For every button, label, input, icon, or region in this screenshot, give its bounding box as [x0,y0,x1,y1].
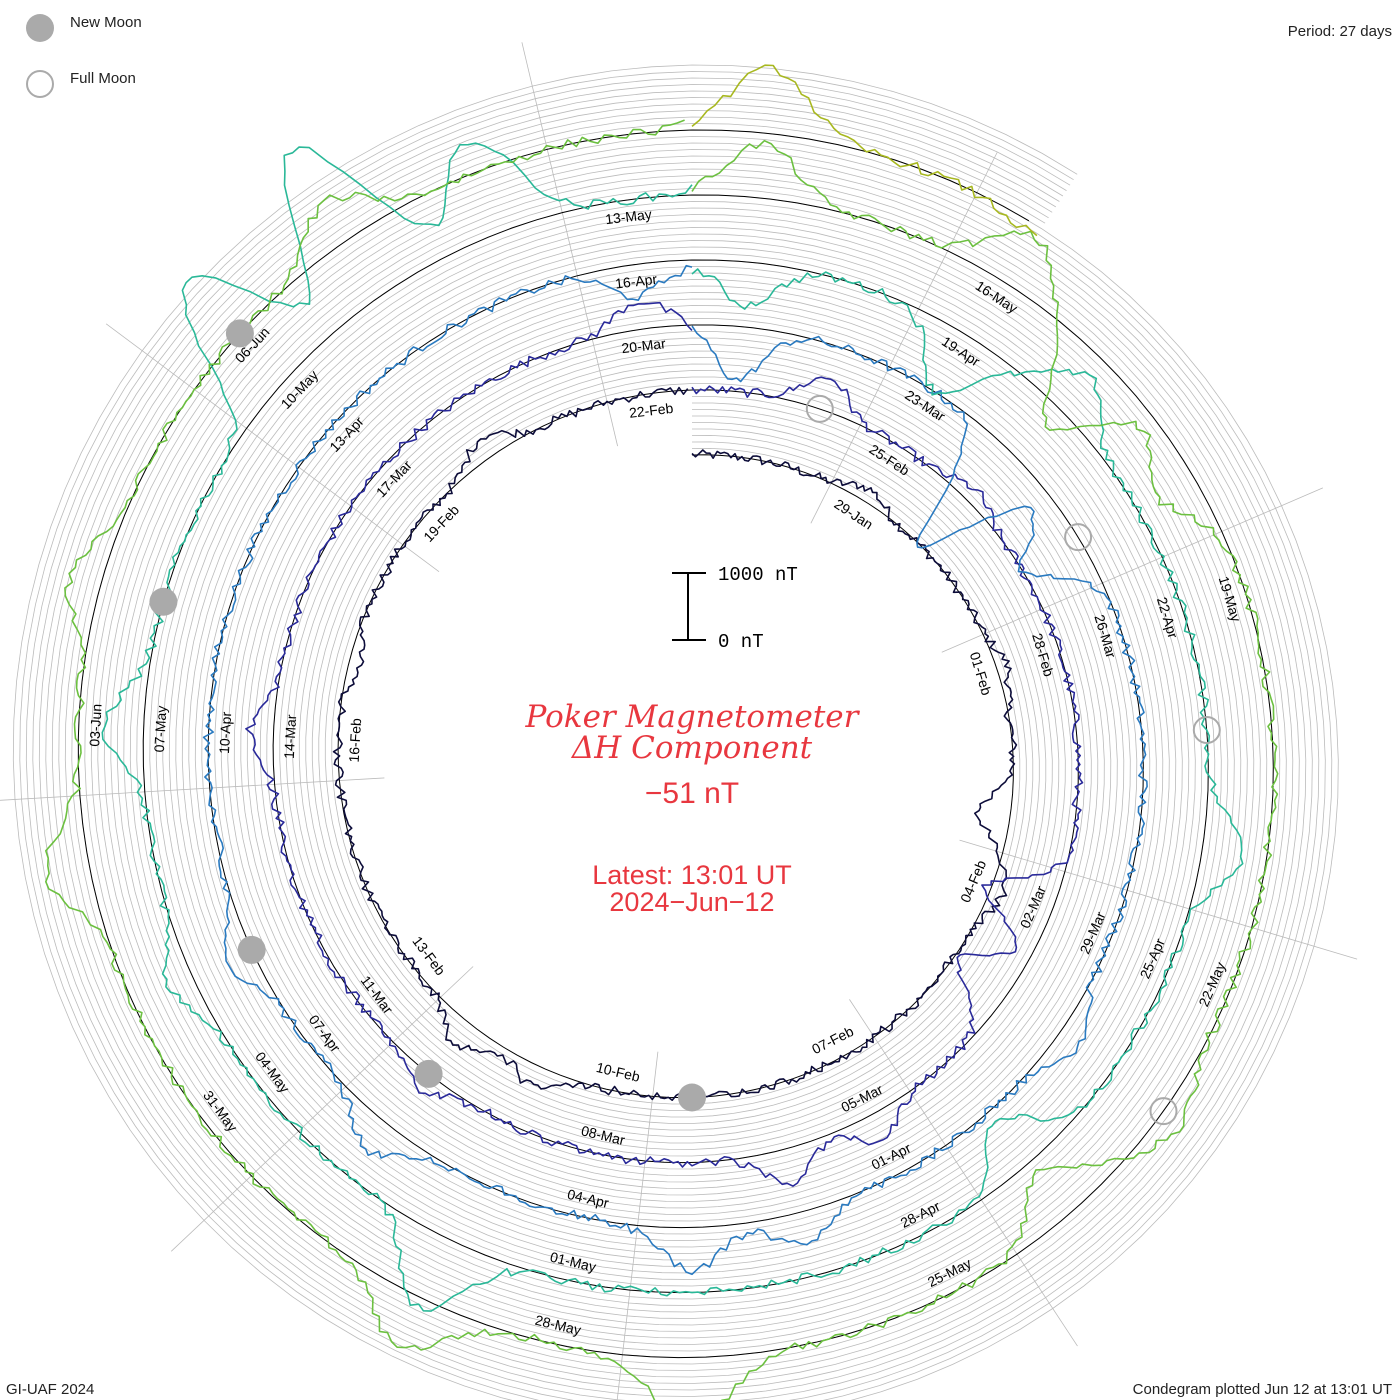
date-label: 13-May [604,206,652,227]
grid-spoke-0 [810,152,998,524]
full-moon-icon [26,70,54,98]
grid-spoke-3 [849,999,1078,1347]
scale-bar: 1000 nT 0 nT [672,564,798,653]
series-rotation-2 [245,301,1084,1187]
date-label: 22-Feb [628,400,674,421]
date-label: 22-May [1195,960,1228,1009]
date-label: 16-Apr [614,271,658,292]
full-moon-marker [1192,716,1221,744]
full-moon-marker [805,394,834,423]
grid-spoke-8 [521,42,618,447]
date-label: 13-Feb [409,933,448,978]
series-rotation-5 [45,119,1279,1400]
date-label: 29-Jan [831,496,876,533]
date-label: 10-Apr [216,711,234,754]
full-moon-marker [1064,523,1093,552]
date-label: 01-Feb [967,650,995,697]
series-rotation-4 [101,142,1244,1312]
date-label: 19-Feb [420,502,462,545]
grid-spoke-6 [0,777,385,801]
new-moon-marker [237,935,266,964]
new-moon-marker [678,1083,706,1112]
center-annotation: Poker Magnetometer ΔH Component −51 nT L… [525,699,861,917]
series-rotation-3 [202,264,1148,1276]
latest-date: 2024−Jun−12 [609,887,774,917]
series-rotation-6 [691,64,1038,237]
date-label: 19-Apr [939,333,983,370]
date-label: 04-Feb [957,858,989,905]
scale-bar-bottom-label: 0 nT [718,631,764,653]
grid-spoke-5 [170,966,474,1252]
date-label: 01-Apr [869,1140,914,1173]
grid-layer [0,42,1358,1400]
grid-spiral-2 [64,116,1287,1371]
date-label: 25-Apr [1137,936,1168,981]
grid-spiral-9 [19,71,1333,1400]
grid-spoke-2 [959,839,1358,960]
grid-spiral-1 [71,123,1281,1365]
date-label: 10-Feb [595,1059,642,1085]
grid-spiral-4 [51,103,1300,1384]
date-label: 07-Feb [809,1023,856,1057]
baseline-layer [77,129,1274,1359]
date-label: 07-May [151,705,170,753]
date-label: 16-May [973,277,1021,316]
period-label: Period: 27 days [1287,23,1392,40]
data-layer [45,64,1279,1400]
date-label: 16-Feb [346,718,365,763]
date-label: 04-Apr [566,1186,611,1211]
date-label: 14-Mar [281,714,300,760]
legend-new-moon-label: New Moon [70,14,142,31]
grid-spiral-5 [45,97,1307,1391]
date-label: 31-May [200,1088,241,1135]
new-moon-marker [414,1059,443,1088]
legend-full-moon-label: Full Moon [70,70,136,87]
latest-time: Latest: 13:01 UT [592,860,792,890]
chart-title-line1: Poker Magnetometer [525,699,861,735]
new-moon-marker [225,319,254,348]
new-moon-icon [26,14,54,42]
grid-spiral-7 [32,84,1320,1400]
chart-title-line2: ΔH Component [571,730,813,766]
new-moon-marker [149,587,178,616]
grid-spiral-3 [58,110,1294,1378]
credit-label: GI-UAF 2024 [6,1381,95,1398]
grid-spiral-6 [38,90,1313,1397]
date-label: 29-Mar [1076,909,1108,956]
grid-spiral-8 [25,77,1326,1400]
date-label: 05-Mar [838,1081,885,1115]
grid-spoke-7 [105,323,440,572]
grid-spoke-1 [941,487,1324,653]
current-value: −51 nT [645,777,739,810]
full-moon-marker [1149,1097,1178,1126]
plotted-label: Condegram plotted Jun 12 at 13:01 UT [1132,1381,1392,1398]
date-label: 03-Jun [86,703,104,747]
grid-spoke-4 [616,1051,659,1400]
baseline-spiral [77,129,1274,1359]
date-label: 20-Mar [621,335,667,356]
moon-layer [149,319,1221,1126]
date-label: 02-Mar [1017,883,1049,930]
scale-bar-top-label: 1000 nT [718,564,798,586]
date-label: 11-Mar [358,972,397,1017]
